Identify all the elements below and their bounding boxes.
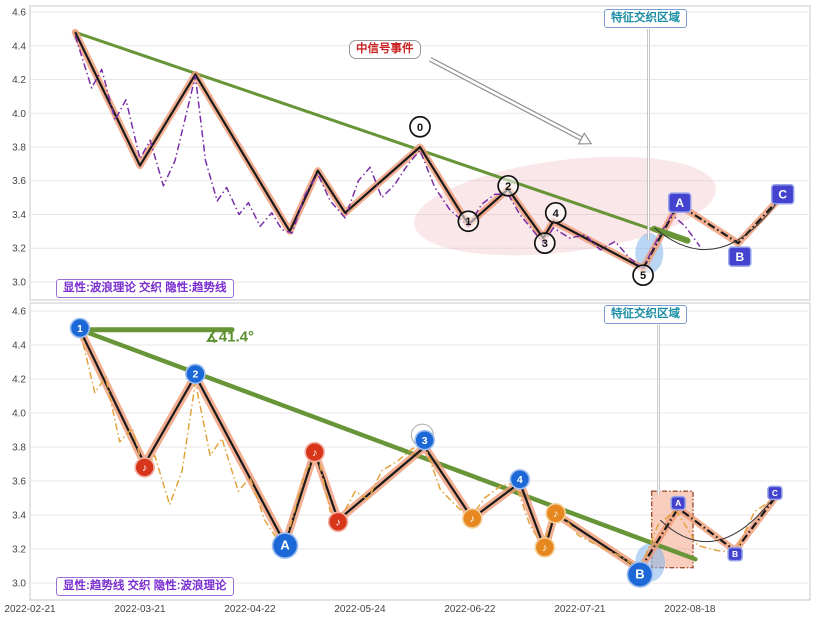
chart-text: C — [778, 188, 787, 202]
dot-red-marker: ♪ — [134, 457, 155, 478]
bottom-panel-legend: 显性:趋势线 交织 隐性:波浪理论 — [56, 577, 234, 596]
chart-text: 1 — [77, 323, 83, 335]
dot-red-marker: ♪ — [327, 511, 349, 533]
y-tick-label: 4.4 — [12, 340, 26, 351]
chart-text: 1 — [465, 216, 471, 228]
chart-text: 2 — [505, 181, 511, 193]
chart-text: A — [675, 196, 684, 210]
y-tick-label: 4.0 — [12, 408, 26, 419]
x-tick-label: 2022-03-21 — [114, 604, 166, 615]
x-tick-label: 2022-05-24 — [334, 604, 386, 615]
dot-blue-marker: 2 — [185, 363, 206, 385]
dot-blue-marker: 3 — [414, 429, 435, 451]
chart-text: ♪ — [542, 542, 547, 554]
chart-text: B — [635, 566, 644, 581]
trend-line — [73, 30, 690, 243]
dot-blue-marker: 4 — [509, 468, 531, 490]
x-tick-label: 2022-06-22 — [444, 604, 496, 615]
trend-line — [77, 327, 698, 562]
chart-text: A — [280, 537, 290, 552]
x-tick-label: 2022-02-21 — [4, 604, 56, 615]
chart-text: 0 — [417, 122, 423, 134]
dot-blue-big-marker: B — [626, 561, 654, 588]
y-tick-label: 3.4 — [12, 510, 26, 521]
box-marker: C — [770, 183, 795, 205]
wave-marker: 0 — [409, 115, 431, 138]
chart-text: 5 — [640, 270, 646, 282]
event-arrow-head — [577, 132, 593, 145]
bottom-feature-region-label: 特征交织区域 — [604, 305, 687, 324]
wave-marker: 5 — [632, 264, 654, 287]
trend-line — [651, 225, 691, 244]
box-marker: B — [728, 246, 752, 267]
dot-red-marker: ♪ — [304, 441, 326, 463]
wave-marker: 2 — [497, 174, 519, 197]
hidden-wave-signal — [79, 329, 776, 571]
y-tick-label: 4.6 — [12, 8, 26, 19]
x-tick-label: 2022-04-22 — [224, 604, 276, 615]
chart-text: 4 — [517, 474, 523, 486]
chart-text: ♪ — [553, 508, 558, 520]
y-tick-label: 3.2 — [12, 544, 26, 555]
box-small-marker: B — [727, 546, 743, 562]
y-tick-label: 3.0 — [12, 578, 26, 589]
chart-text: ♪ — [142, 462, 147, 474]
y-tick-label: 4.2 — [12, 75, 26, 86]
signal-event-label: 中信号事件 — [349, 40, 421, 59]
hidden-trendline-signal — [74, 35, 701, 270]
y-tick-label: 3.0 — [12, 277, 26, 288]
box-marker: A — [667, 192, 692, 213]
wave-marker: 1 — [457, 210, 480, 233]
thin-connector-curve — [654, 195, 783, 250]
chart-text: B — [732, 549, 738, 559]
y-tick-label: 4.0 — [12, 109, 26, 120]
chart-text: C — [772, 488, 778, 498]
abc-correction — [639, 497, 776, 570]
chart-text: 3 — [422, 435, 428, 447]
dot-orange-marker: ♪ — [534, 536, 556, 558]
chart-text: 3 — [542, 238, 548, 250]
abc-correction — [642, 196, 782, 269]
panel-bottom: 4.6 4.4 4.2 4.0 3.8 3.6 3.4 3.2 3.0 1 ♪ 2 A ♪ ♪ 3 ♪ 4 ♪ ♪ B A… — [12, 302, 811, 601]
chart-text: 2 — [192, 369, 198, 381]
chart-text: ♪ — [312, 447, 317, 459]
wave-marker: 3 — [533, 232, 556, 255]
thin-connector-curve — [659, 495, 776, 543]
chart-text: ♪ — [335, 517, 340, 529]
y-tick-label: 3.8 — [12, 442, 26, 453]
y-tick-label: 3.8 — [12, 143, 26, 154]
y-tick-label: 4.4 — [12, 41, 26, 52]
y-tick-label: 3.6 — [12, 476, 26, 487]
y-tick-label: 4.2 — [12, 374, 26, 385]
dot-blue-marker: 1 — [69, 317, 91, 339]
chart-text: 4 — [553, 208, 560, 220]
x-tick-label: 2022-08-18 — [664, 604, 716, 615]
dot-orange-marker: ♪ — [461, 508, 483, 529]
chart-text: A — [675, 498, 681, 508]
y-tick-label: 4.6 — [12, 306, 26, 317]
box-small-marker: C — [767, 485, 783, 501]
chart-text: ♪ — [470, 513, 475, 525]
y-tick-label: 3.2 — [12, 244, 26, 255]
dot-orange-marker: ♪ — [545, 502, 567, 524]
event-arrow-shaft-core — [429, 58, 583, 140]
y-tick-label: 3.4 — [12, 210, 26, 221]
angle-annotation: ∡41.4° — [205, 329, 254, 346]
top-panel-legend: 显性:波浪理论 交织 隐性:趋势线 — [56, 279, 234, 298]
chart-text: B — [735, 250, 744, 264]
y-tick-label: 3.6 — [12, 176, 26, 187]
top-feature-region-label: 特征交织区域 — [604, 9, 687, 28]
box-small-marker: A — [670, 495, 686, 511]
dot-blue-big-marker: A — [271, 532, 299, 559]
x-tick-label: 2022-07-21 — [554, 604, 606, 615]
highlight-ellipse — [414, 156, 717, 256]
wave-marker: 4 — [544, 201, 567, 224]
